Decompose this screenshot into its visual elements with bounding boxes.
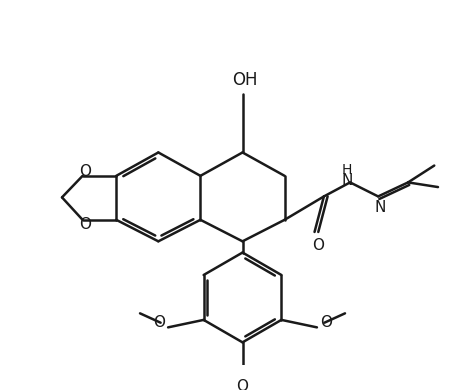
Text: H: H (342, 163, 352, 177)
Text: O: O (153, 315, 165, 330)
Text: OH: OH (232, 71, 257, 89)
Text: O: O (236, 379, 249, 390)
Text: O: O (80, 164, 91, 179)
Text: N: N (341, 173, 353, 188)
Text: O: O (80, 217, 91, 232)
Text: O: O (320, 315, 332, 330)
Text: O: O (312, 238, 324, 253)
Text: N: N (374, 200, 386, 215)
